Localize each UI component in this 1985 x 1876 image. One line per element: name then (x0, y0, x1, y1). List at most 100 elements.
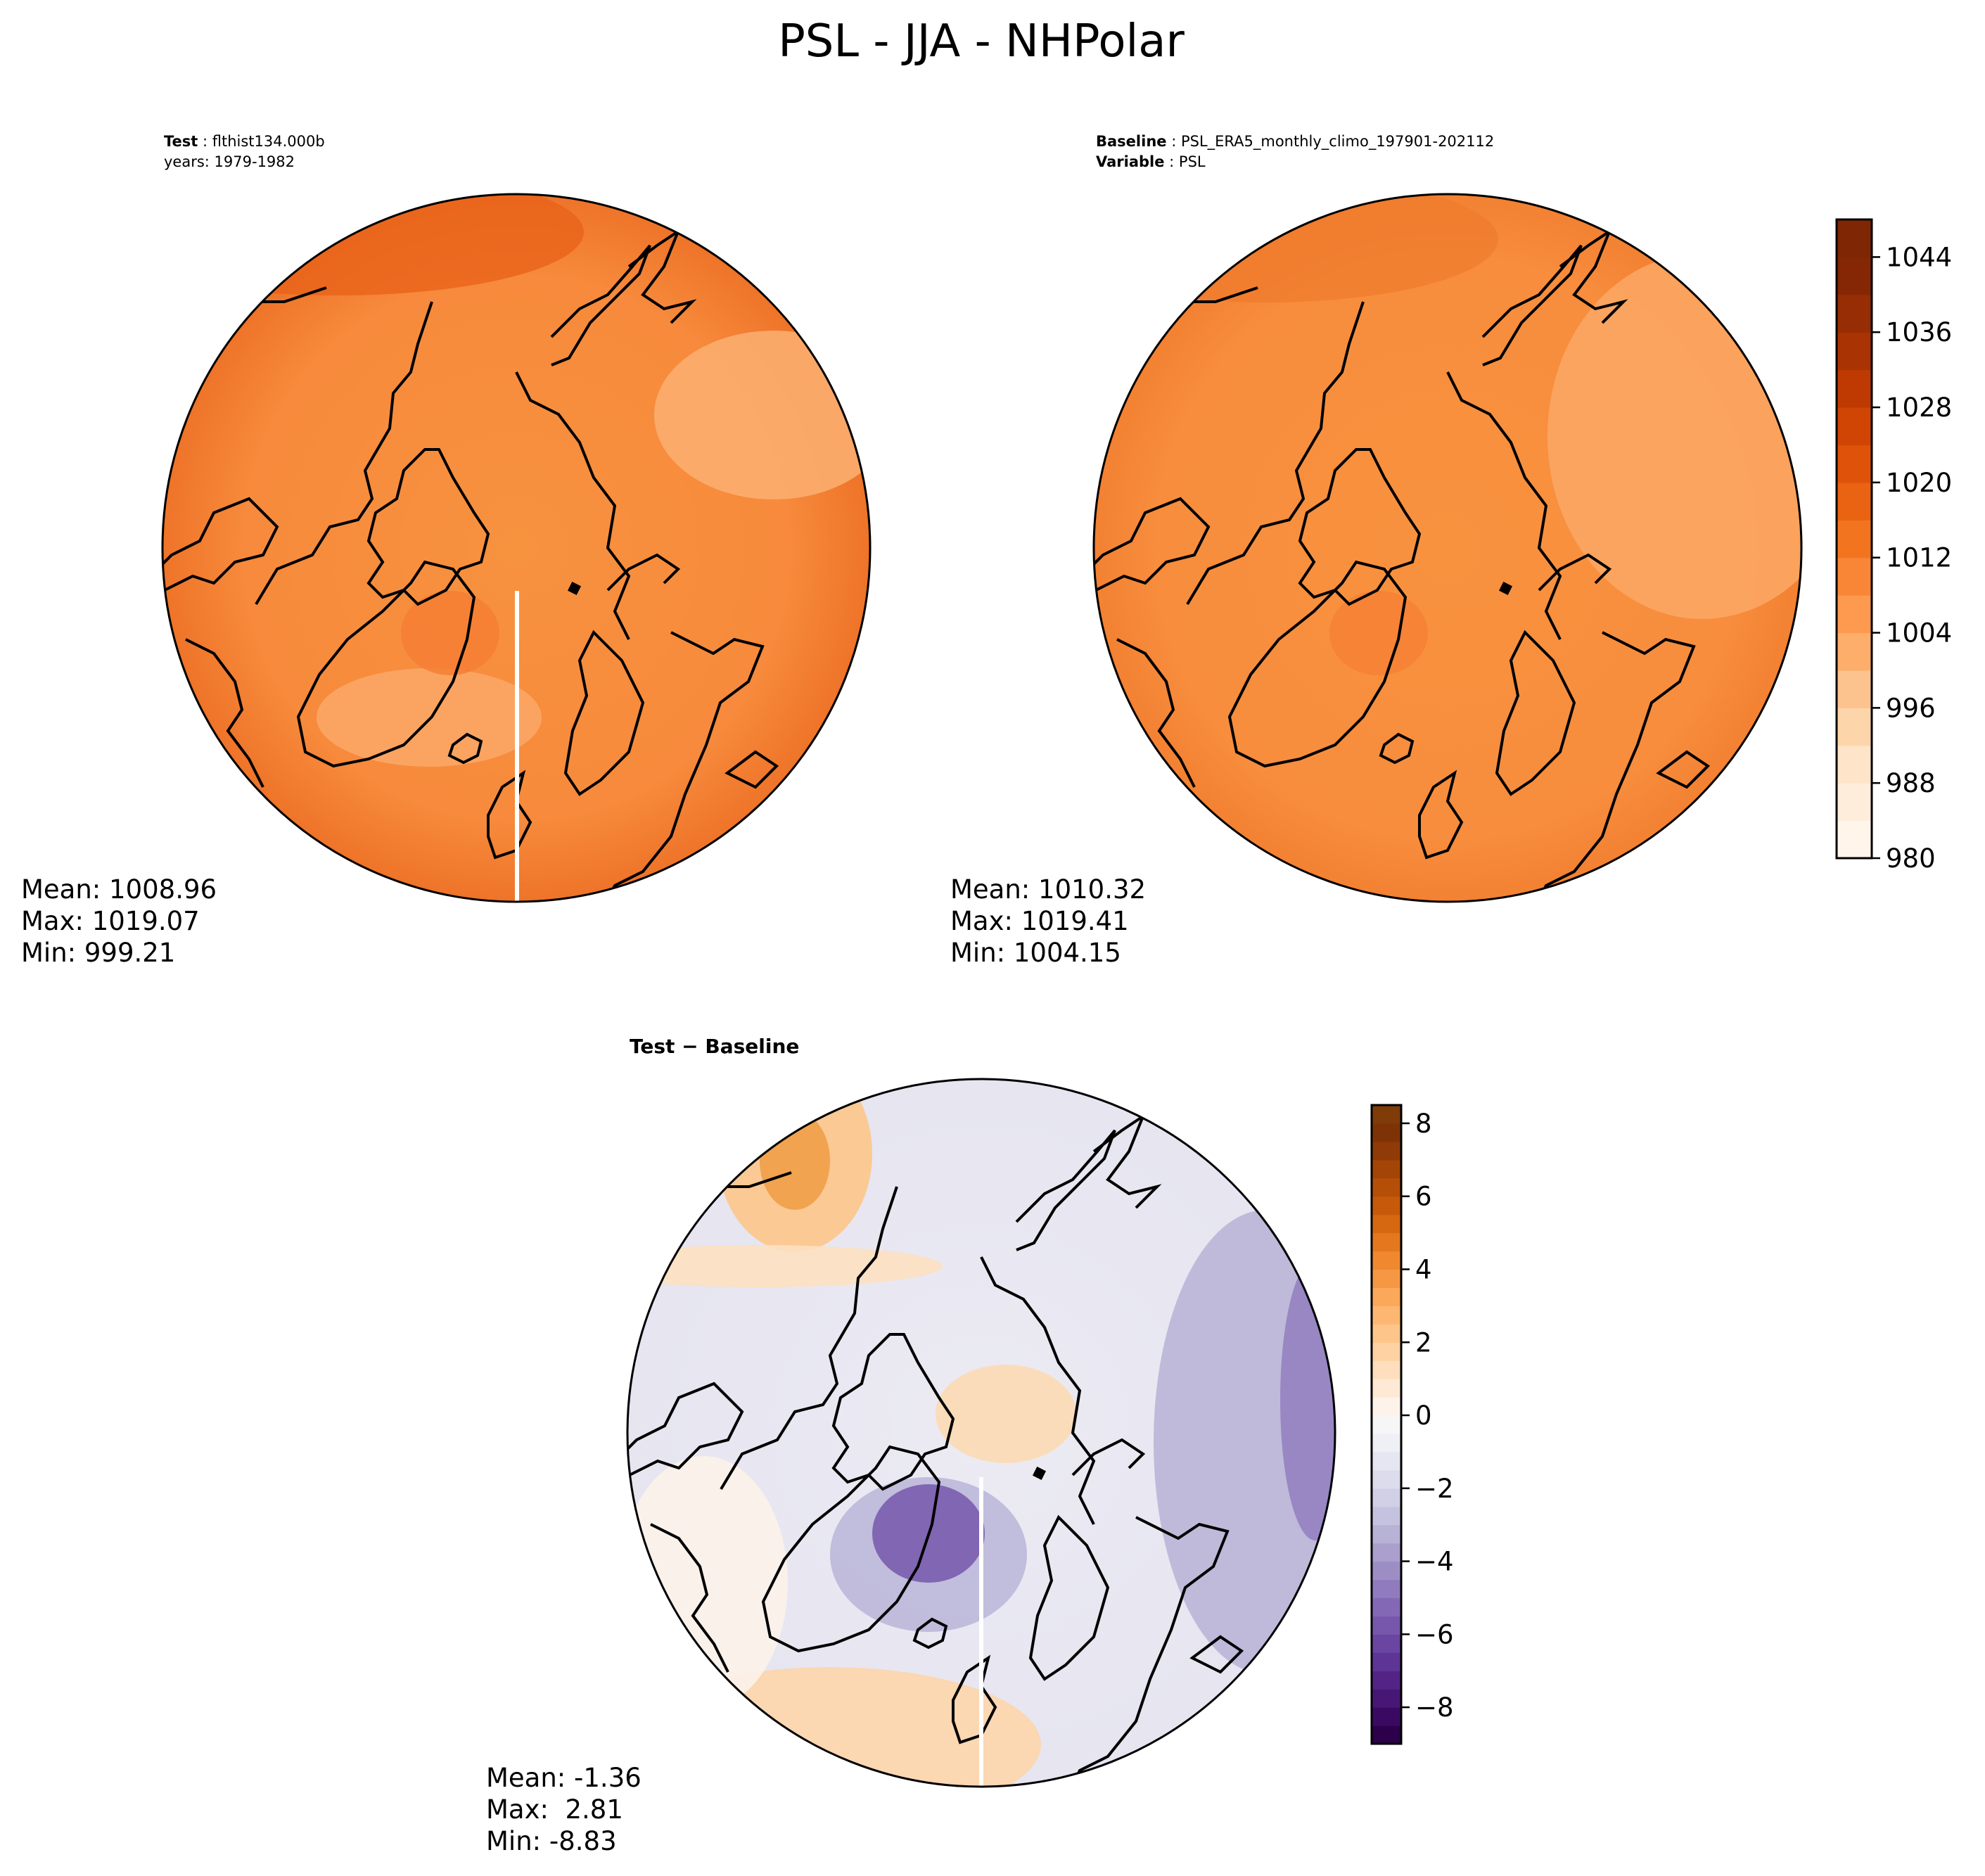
baseline-stat-max: Max: 1019.41 (950, 906, 1129, 936)
psl-colorbar-tick-label: 980 (1886, 843, 1936, 874)
psl-colorbar-tick-label: 1036 (1886, 317, 1952, 347)
psl-colorbar-border (1835, 218, 1873, 860)
baseline-variable-name: PSL (1179, 153, 1206, 170)
diff-colorbar-tick-label: 0 (1415, 1400, 1432, 1431)
diff-colorbar-segment (1372, 1214, 1401, 1234)
psl-colorbar: 980 988 996 1004 1012 1020 1028 1036 1044 (1835, 218, 1952, 874)
diff-colorbar-segment (1372, 1689, 1401, 1708)
psl-colorbar-segment (1837, 445, 1872, 483)
test-stat-mean: Mean: 1008.96 (21, 874, 217, 905)
diff-colorbar-segment (1372, 1634, 1401, 1653)
diff-colorbar-segment (1372, 1524, 1401, 1544)
psl-colorbar-segment (1837, 745, 1872, 784)
diff-colorbar-segment (1372, 1488, 1401, 1507)
test-panel: Test : flthist134.000b years: 1979-1982 … (21, 133, 872, 968)
test-map (162, 194, 870, 902)
diff-colorbar-segment (1372, 1123, 1401, 1142)
diff-colorbar-segment (1372, 1324, 1401, 1343)
diff-colorbar-segment (1372, 1232, 1401, 1252)
diff-colorbar-segment (1372, 1579, 1401, 1599)
psl-colorbar-segment (1837, 332, 1872, 371)
psl-colorbar-segment (1837, 294, 1872, 333)
diff-colorbar-segment (1372, 1306, 1401, 1325)
baseline-header-label: Baseline (1096, 133, 1167, 150)
diff-colorbar-tick-label: −8 (1415, 1692, 1454, 1723)
diff-colorbar-segment (1372, 1379, 1401, 1398)
diff-colorbar-segment (1372, 1287, 1401, 1306)
diff-colorbar-segment (1372, 1251, 1401, 1270)
test-stat-max: Max: 1019.07 (21, 906, 200, 936)
baseline-stat-mean: Mean: 1010.32 (950, 874, 1146, 905)
diff-map (627, 1079, 1335, 1787)
diff-colorbar-segment (1372, 1707, 1401, 1726)
diff-colorbar-segment (1372, 1725, 1401, 1744)
diff-colorbar-tick-label: −4 (1415, 1547, 1454, 1577)
diff-colorbar-tick-label: −2 (1415, 1474, 1454, 1504)
psl-colorbar-segment (1837, 482, 1872, 521)
diff-colorbar-segment (1372, 1360, 1401, 1379)
diff-seam (979, 1477, 983, 1787)
psl-colorbar-tick-label: 1004 (1886, 618, 1952, 649)
diff-colorbar-segment (1372, 1105, 1401, 1124)
diff-colorbar-segment (1372, 1397, 1401, 1416)
baseline-header-line-1: Baseline : PSL_ERA5_monthly_climo_197901… (1096, 133, 1494, 151)
diff-colorbar-segment (1372, 1178, 1401, 1197)
baseline-variable-label: Variable (1096, 153, 1164, 170)
baseline-map (1094, 194, 1801, 902)
baseline-map-border (1092, 193, 1803, 903)
diff-colorbar-segment (1372, 1196, 1401, 1215)
diff-header: Test − Baseline (630, 1035, 799, 1058)
diff-colorbar-tick-label: 8 (1415, 1109, 1432, 1139)
diff-colorbar-segment (1372, 1597, 1401, 1616)
diff-colorbar-segment (1372, 1616, 1401, 1635)
diff-map-border (626, 1078, 1336, 1788)
diff-stat-min: Min: -8.83 (486, 1826, 617, 1856)
baseline-header-line-2: Variable : PSL (1096, 153, 1206, 170)
psl-colorbar-segment (1837, 407, 1872, 446)
psl-colorbar-segment (1837, 670, 1872, 708)
psl-colorbar-segment (1837, 520, 1872, 559)
test-seam (515, 591, 519, 902)
diff-colorbar-tick-label: 2 (1415, 1327, 1432, 1358)
test-header-label: Test (164, 133, 198, 150)
diff-colorbar-tick-label: 4 (1415, 1254, 1432, 1284)
diff-colorbar-tick-label: −6 (1415, 1619, 1454, 1650)
psl-colorbar-segment (1837, 820, 1872, 859)
baseline-panel: Baseline : PSL_ERA5_monthly_climo_197901… (950, 133, 1803, 968)
diff-colorbar-tick-label: 6 (1415, 1182, 1432, 1212)
diff-colorbar-segment (1372, 1141, 1401, 1161)
psl-colorbar-segment (1837, 783, 1872, 822)
psl-colorbar-tick-label: 1020 (1886, 468, 1952, 498)
diff-stat-max: Max: 2.81 (486, 1794, 623, 1825)
diff-colorbar-segment (1372, 1506, 1401, 1526)
psl-colorbar-segment (1837, 369, 1872, 408)
baseline-case-name: PSL_ERA5_monthly_climo_197901-202112 (1181, 133, 1494, 151)
test-header-line-1: Test : flthist134.000b (164, 133, 325, 150)
psl-colorbar-tick-label: 996 (1886, 693, 1936, 723)
diff-colorbar-segment (1372, 1415, 1401, 1434)
psl-colorbar-segment (1837, 708, 1872, 746)
diff-colorbar-segment (1372, 1652, 1401, 1671)
diff-colorbar-segment (1372, 1469, 1401, 1489)
psl-colorbar-tick-label: 1012 (1886, 543, 1952, 573)
baseline-stat-min: Min: 1004.15 (950, 938, 1121, 968)
test-years: years: 1979-1982 (164, 153, 295, 170)
diff-colorbar-segment (1372, 1671, 1401, 1690)
psl-colorbar-segment (1837, 595, 1872, 634)
diff-colorbar-segment (1372, 1433, 1401, 1453)
diff-colorbar-segment (1372, 1543, 1401, 1562)
psl-colorbar-segment (1837, 557, 1872, 596)
baseline-header-sep: : (1167, 133, 1181, 150)
figure-title: PSL - JJA - NHPolar (778, 15, 1185, 68)
diff-colorbar-segment (1372, 1561, 1401, 1581)
test-map-border (161, 193, 872, 903)
psl-colorbar-tick-label: 988 (1886, 768, 1936, 798)
diff-colorbar-segment (1372, 1269, 1401, 1289)
diff-colorbar-segment (1372, 1342, 1401, 1361)
psl-colorbar-tick-label: 1044 (1886, 242, 1952, 272)
diff-colorbar-segment (1372, 1451, 1401, 1471)
psl-colorbar-segment (1837, 257, 1872, 295)
psl-colorbar-tick-label: 1028 (1886, 393, 1952, 423)
psl-colorbar-segment (1837, 219, 1872, 258)
